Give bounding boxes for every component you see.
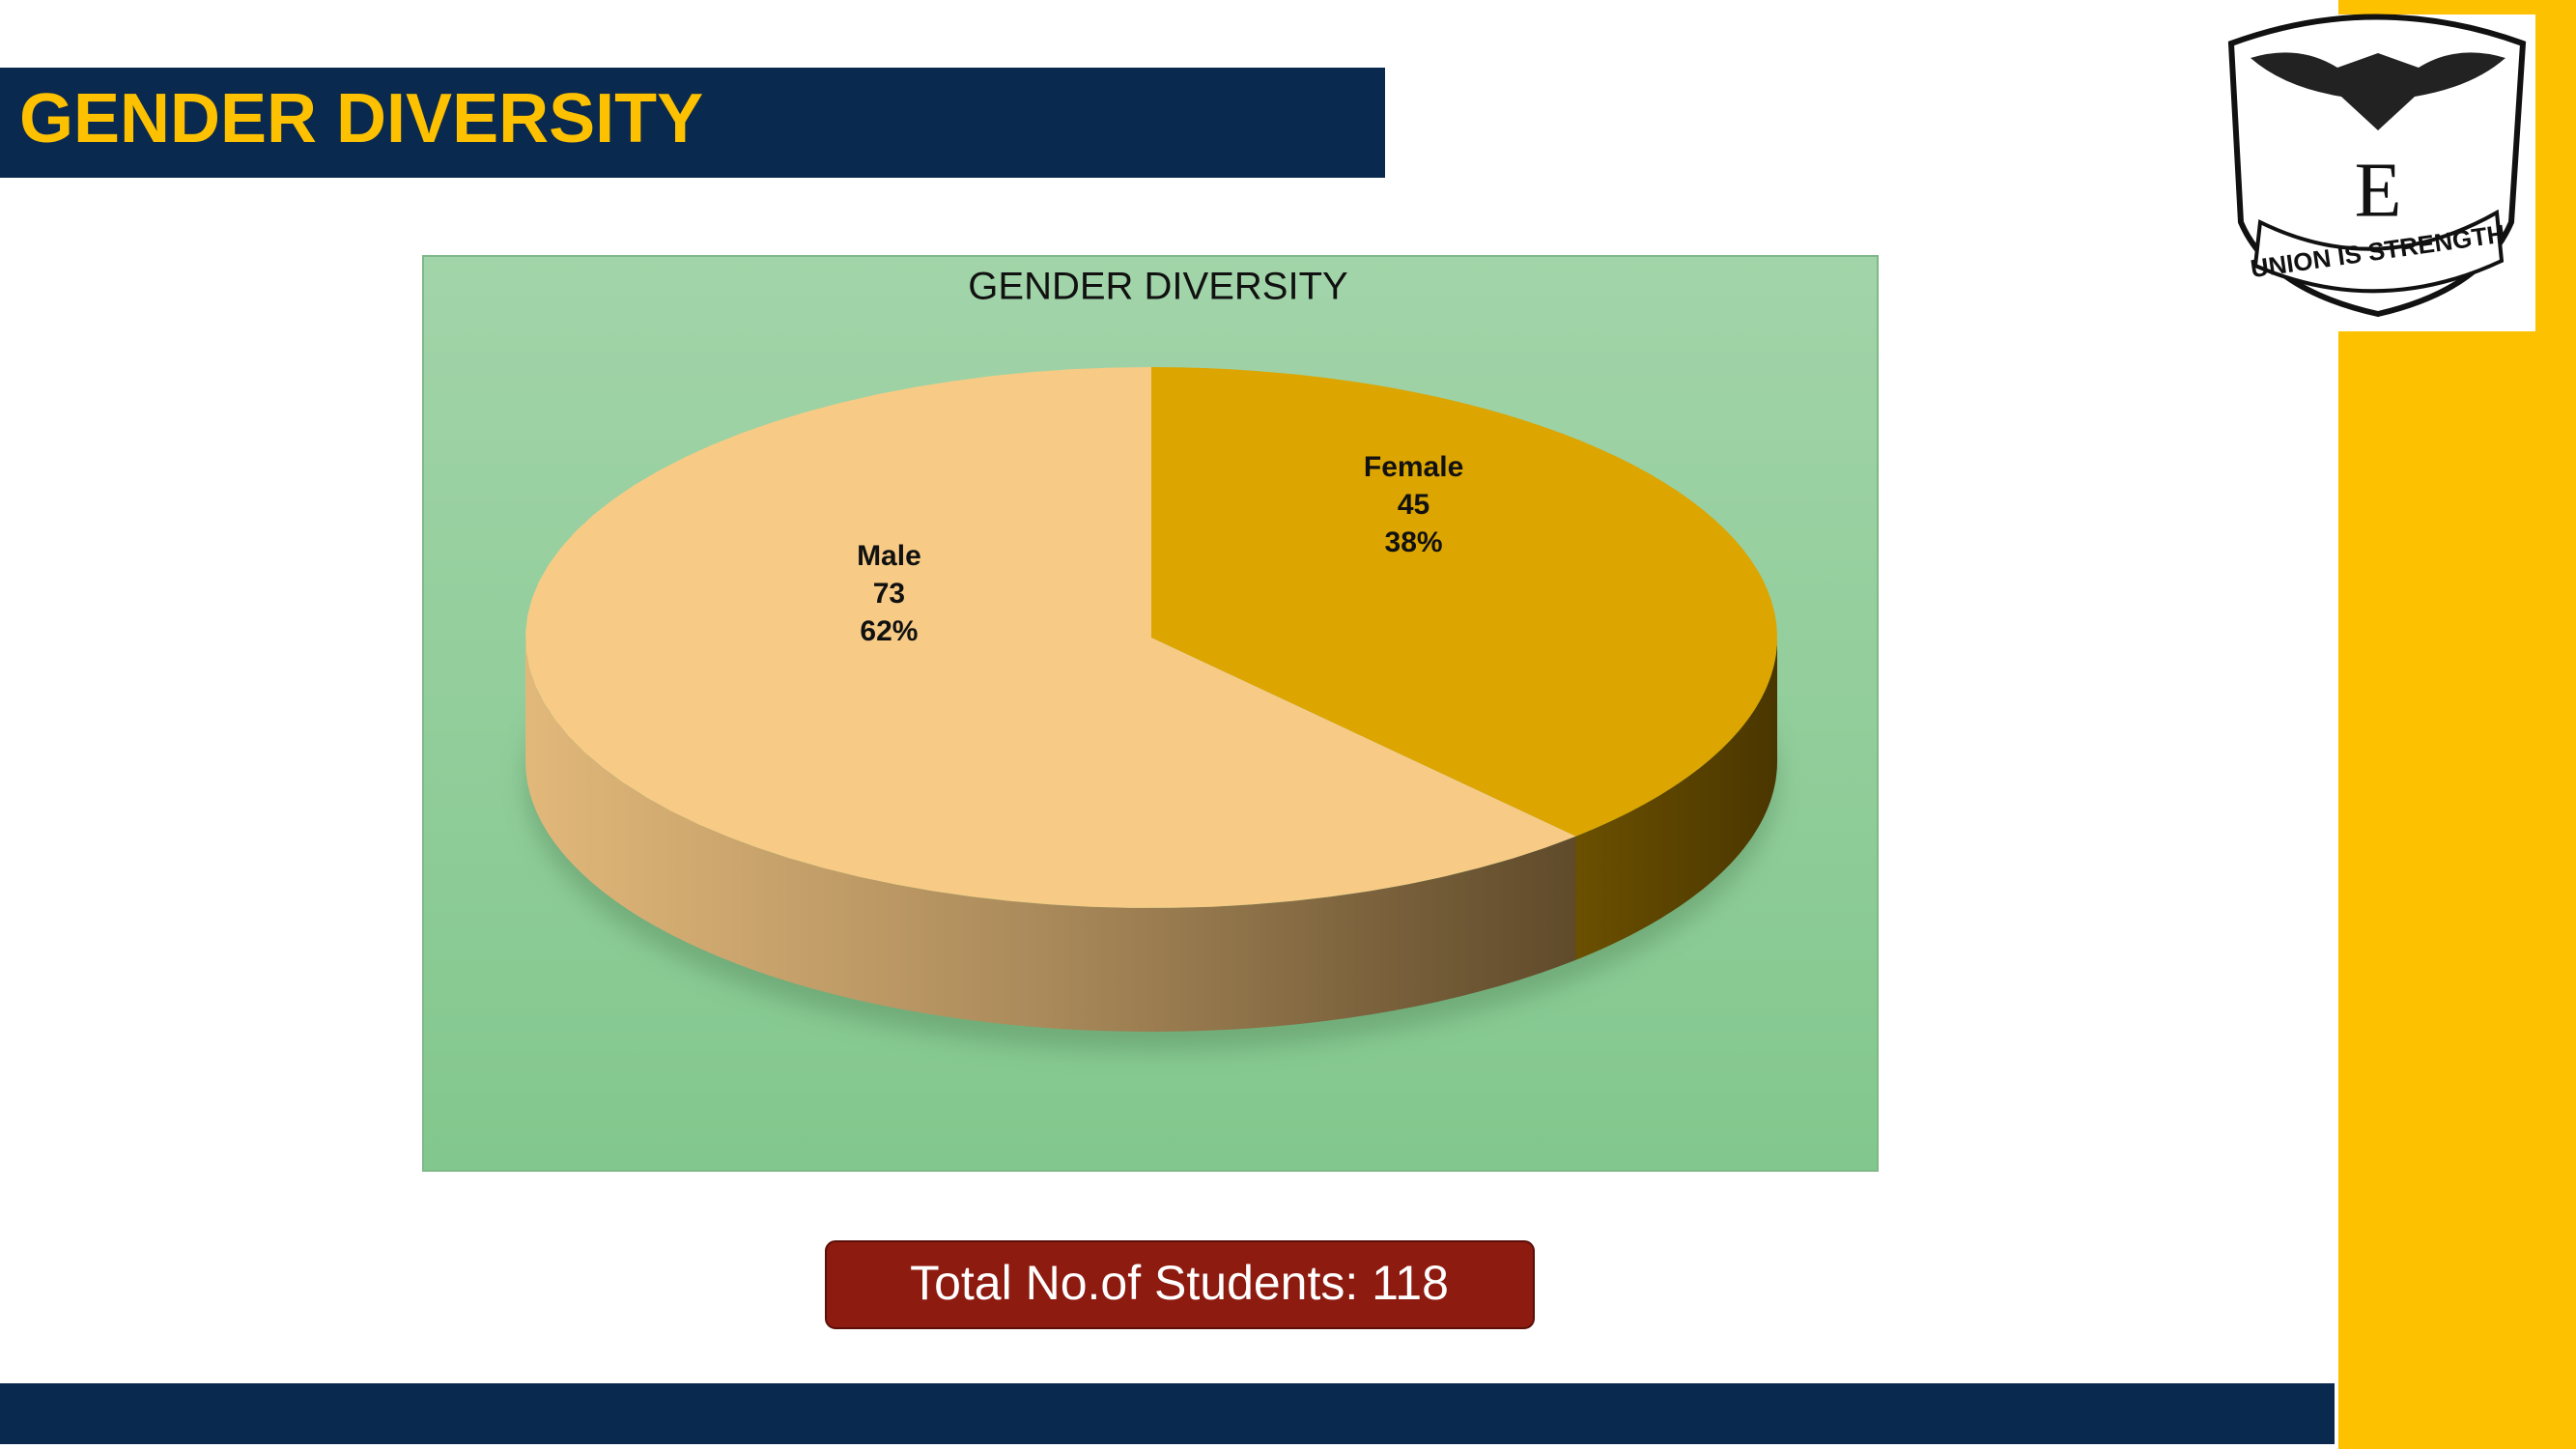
total-box <box>825 1240 1535 1329</box>
footer-bar <box>0 1383 2335 1444</box>
pie-side <box>1575 638 1777 960</box>
data-label: 62% <box>860 615 918 647</box>
total-text: Total No.of Students: 118 <box>910 1256 1449 1310</box>
data-label: 73 <box>873 578 905 610</box>
data-label: Male <box>857 540 921 572</box>
header-bar <box>0 68 1385 178</box>
pie-slice <box>525 367 1576 908</box>
data-label: 38% <box>1385 526 1443 558</box>
pie-side <box>525 638 1576 1032</box>
logo: E UNION IS STRENGTH <box>2227 14 2527 318</box>
data-label: Female <box>1364 451 1463 483</box>
pie: Female 45 38% Male 73 62% <box>525 367 1777 1051</box>
pie-slice <box>1151 367 1777 837</box>
page-title: GENDER DIVERSITY <box>19 80 703 157</box>
chart-title: GENDER DIVERSITY <box>968 266 1347 308</box>
data-label: 45 <box>1398 489 1430 521</box>
svg-text:E: E <box>2355 148 2402 233</box>
